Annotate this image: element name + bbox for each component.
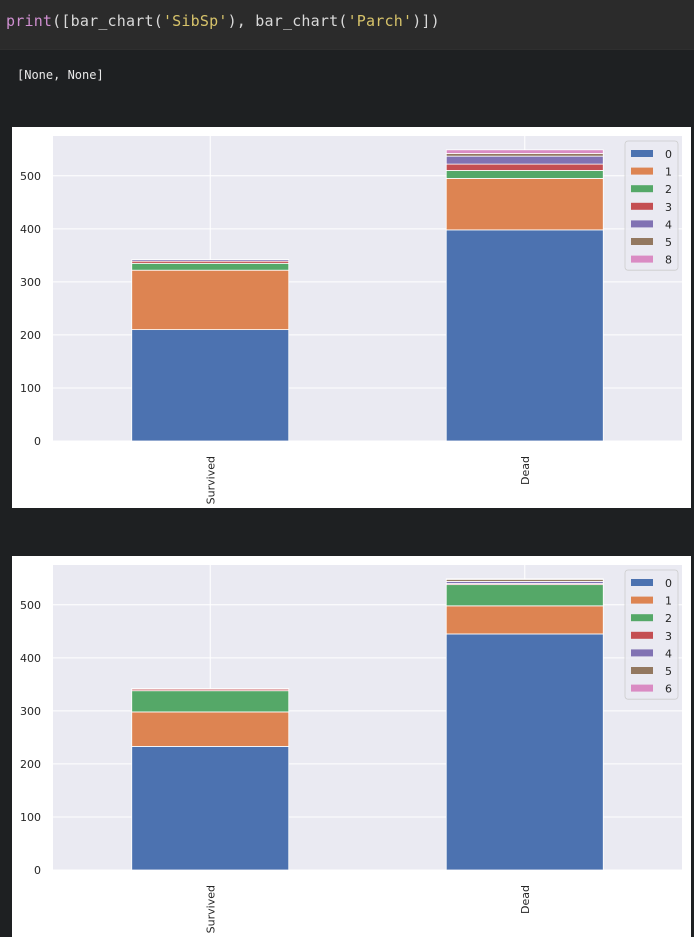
code-token-bar-chart-2: bar_chart xyxy=(255,12,339,30)
code-token-sep: ), xyxy=(227,12,256,30)
code-token-arg-parch: 'Parch' xyxy=(347,12,413,30)
bar-segment-survived-4 xyxy=(131,259,290,262)
code-token-close: )]) xyxy=(412,12,440,30)
legend-label-5: 5 xyxy=(665,665,672,678)
stdout-text: [None, None] xyxy=(17,68,104,82)
legend-swatch-6 xyxy=(631,684,653,692)
bar-segment-survived-1 xyxy=(131,269,290,331)
y-tick-label: 300 xyxy=(20,705,41,718)
bar-segment-dead-4 xyxy=(445,155,604,165)
bar-segment-dead-8 xyxy=(445,149,604,154)
x-tick-label-survived: Survived xyxy=(204,885,217,933)
code-token-open: ([ xyxy=(52,12,71,30)
legend-swatch-5 xyxy=(631,238,653,245)
legend-swatch-4 xyxy=(631,649,653,657)
bar-segment-survived-1 xyxy=(131,711,290,747)
y-tick-label: 0 xyxy=(34,435,41,448)
code-line[interactable]: print([bar_chart('SibSp'), bar_chart('Pa… xyxy=(6,12,440,30)
y-tick-label: 500 xyxy=(20,599,41,612)
x-tick-label-dead: Dead xyxy=(519,885,532,914)
legend-label-0: 0 xyxy=(665,577,672,590)
legend-label-6: 6 xyxy=(665,683,672,696)
y-tick-label: 200 xyxy=(20,329,41,342)
bar-segment-survived-5 xyxy=(131,688,290,690)
bar-segment-dead-1 xyxy=(445,178,604,231)
legend-label-4: 4 xyxy=(665,647,672,660)
y-tick-label: 200 xyxy=(20,758,41,771)
x-tick-label-dead: Dead xyxy=(519,456,532,485)
y-tick-label: 500 xyxy=(20,170,41,183)
legend-label-1: 1 xyxy=(665,595,672,608)
code-token-print: print xyxy=(6,12,53,30)
code-token-bar-chart-1: bar_chart xyxy=(70,12,154,30)
legend-label-3: 3 xyxy=(665,201,672,214)
legend-swatch-1 xyxy=(631,596,653,604)
legend-label-5: 5 xyxy=(665,236,672,249)
legend-swatch-4 xyxy=(631,220,653,228)
y-tick-label: 100 xyxy=(20,811,41,824)
legend-swatch-0 xyxy=(631,579,653,586)
legend-label-8: 8 xyxy=(665,254,672,267)
bar-segment-dead-2 xyxy=(445,170,604,179)
legend-swatch-8 xyxy=(631,255,653,263)
code-token-paren-1: ( xyxy=(153,12,163,30)
y-tick-label: 400 xyxy=(20,223,41,236)
code-cell[interactable]: print([bar_chart('SibSp'), bar_chart('Pa… xyxy=(0,0,694,50)
legend-swatch-0 xyxy=(631,150,653,157)
chart-sibsp-svg: 0 100 200 300 400 500 Survived Dead 0 1 2 3 4 5 8 xyxy=(20,136,682,504)
code-token-paren-2: ( xyxy=(338,12,348,30)
legend-swatch-3 xyxy=(631,631,653,639)
y-tick-label: 0 xyxy=(34,864,41,877)
y-tick-label: 100 xyxy=(20,382,41,395)
bar-segment-dead-3 xyxy=(445,163,604,171)
legend-swatch-3 xyxy=(631,202,653,210)
legend-swatch-2 xyxy=(631,185,653,193)
chart-parch-svg: 0 100 200 300 400 500 Survived Dead 0 1 2 3 4 5 6 xyxy=(20,565,682,933)
bar-segment-dead-2 xyxy=(445,584,604,607)
legend-label-3: 3 xyxy=(665,630,672,643)
legend-label-2: 2 xyxy=(665,612,672,625)
chart-sibsp: 0 100 200 300 400 500 Survived Dead 0 1 2 3 4 5 8 xyxy=(12,127,691,508)
legend-label-2: 2 xyxy=(665,183,672,196)
legend-label-0: 0 xyxy=(665,148,672,161)
bar-segment-survived-2 xyxy=(131,690,290,713)
bar-segment-dead-0 xyxy=(445,229,604,442)
chart-parch: 0 100 200 300 400 500 Survived Dead 0 1 2 3 4 5 6 xyxy=(12,556,691,937)
code-token-arg-sibsp: 'SibSp' xyxy=(162,12,228,30)
bar-segment-survived-2 xyxy=(131,262,290,271)
y-tick-label: 300 xyxy=(20,276,41,289)
legend-swatch-1 xyxy=(631,167,653,175)
x-tick-label-survived: Survived xyxy=(204,456,217,504)
legend-label-1: 1 xyxy=(665,166,672,179)
bar-segment-dead-0 xyxy=(445,633,604,871)
bar-segment-dead-1 xyxy=(445,605,604,635)
bar-segment-survived-0 xyxy=(131,746,290,871)
legend-swatch-5 xyxy=(631,667,653,674)
legend-swatch-2 xyxy=(631,614,653,622)
bar-segment-survived-0 xyxy=(131,329,290,442)
bar-segment-dead-6 xyxy=(445,578,604,580)
y-tick-label: 400 xyxy=(20,652,41,665)
legend-label-4: 4 xyxy=(665,218,672,231)
